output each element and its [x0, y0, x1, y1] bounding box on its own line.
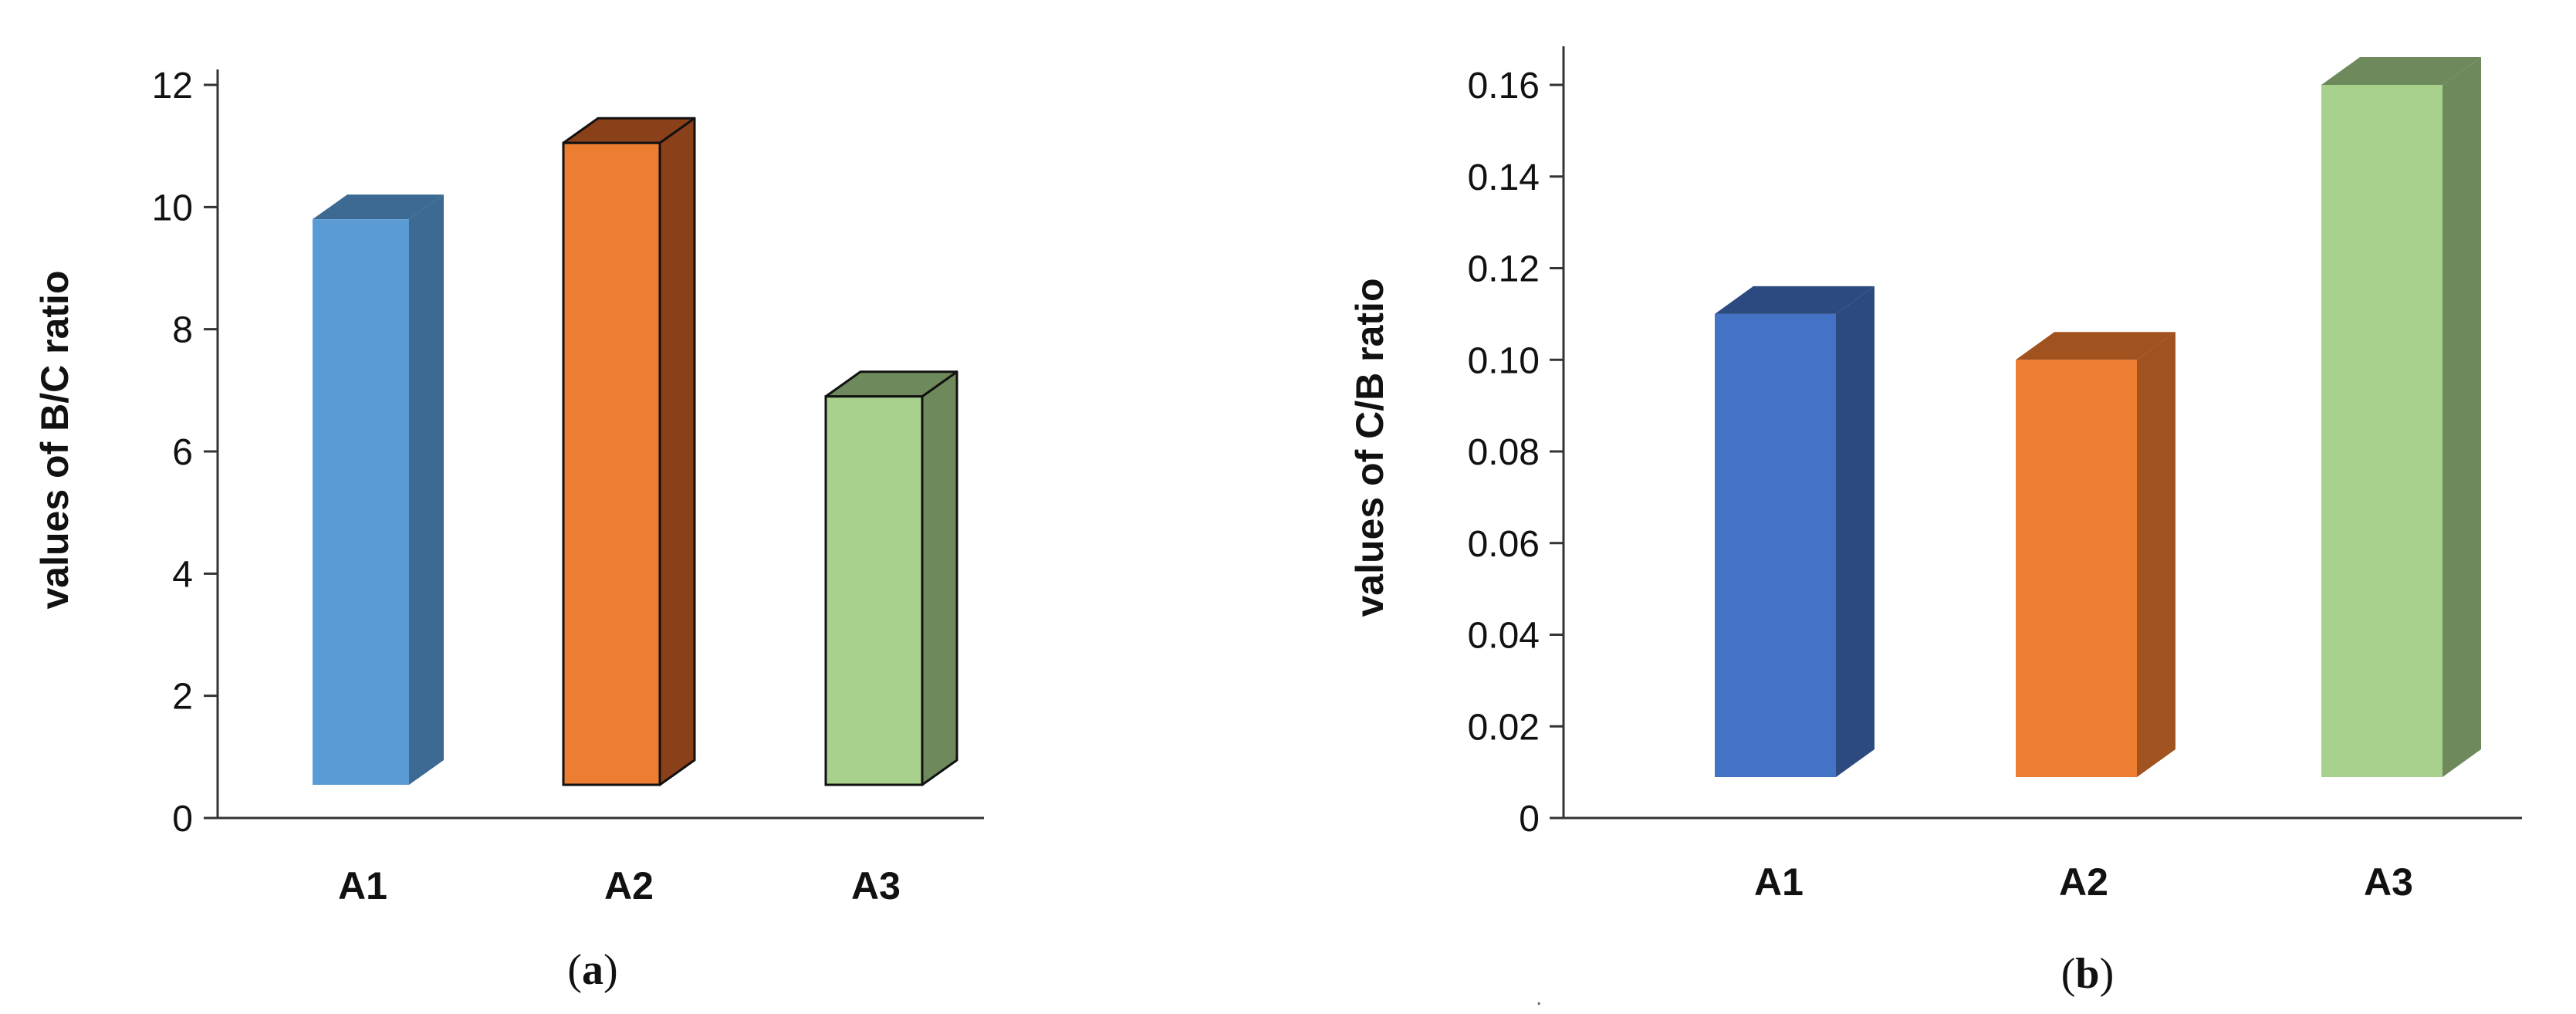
bar-front-face — [313, 219, 409, 786]
y-tick-label: 0.08 — [1468, 432, 1540, 473]
y-tick-label: 0.02 — [1468, 707, 1540, 748]
y-tick-label: 4 — [172, 554, 193, 595]
bar-top-face — [2016, 332, 2175, 360]
chart-a-ylabel: values of B/C ratio — [33, 271, 76, 610]
bar-A3 — [2321, 57, 2481, 777]
bar-top-face — [2321, 57, 2481, 85]
chart-b-ylabel: values of C/B ratio — [1348, 279, 1391, 617]
bar-front-face — [562, 141, 661, 786]
bar-A2 — [2016, 332, 2175, 777]
y-tick-label: 6 — [172, 432, 193, 473]
bar-front-face — [1715, 313, 1836, 777]
bar-top-face — [313, 194, 444, 220]
y-tick-label: 0.04 — [1468, 616, 1540, 657]
bar-side-face — [2137, 332, 2175, 777]
x-category-label: A1 — [338, 864, 387, 908]
y-tick-label: 0.10 — [1468, 340, 1540, 381]
x-category-label: A2 — [604, 864, 654, 908]
x-category-label: A1 — [1754, 860, 1804, 904]
x-category-label: A3 — [851, 864, 901, 908]
bar-side-face — [409, 194, 444, 785]
chart-b-caption: (b) — [2061, 950, 2114, 998]
y-tick-label: 8 — [172, 310, 193, 351]
y-tick-label: 0 — [1519, 799, 1540, 840]
y-tick-label: 0.16 — [1468, 66, 1540, 106]
y-tick-label: 12 — [152, 66, 193, 106]
bar-side-face — [921, 370, 958, 786]
chart-b: values of C/B ratio 0 0.02 0.04 0.06 0.08 0.1… — [1348, 46, 2522, 998]
bar-side-face — [658, 117, 696, 786]
bar-front-face — [824, 395, 924, 786]
bar-top-face — [1715, 286, 1875, 314]
x-category-label: A3 — [2364, 860, 2413, 904]
y-tick-label: 0 — [172, 799, 193, 840]
y-tick-label: 0.14 — [1468, 157, 1540, 198]
bar-A1 — [313, 194, 444, 786]
chart-a-caption: (a) — [567, 946, 617, 994]
bar-A1 — [1715, 286, 1875, 777]
chart-b-panel-label: b — [2075, 950, 2099, 998]
y-tick-label: 0.12 — [1468, 249, 1540, 290]
bar-A2 — [562, 117, 696, 786]
bar-front-face — [2016, 360, 2137, 777]
chart-a-panel-label: a — [582, 946, 603, 994]
x-category-label: A2 — [2059, 860, 2108, 904]
stray-dot: . — [1536, 985, 1542, 1010]
y-tick-label: 0.06 — [1468, 524, 1540, 565]
bar-A3 — [824, 370, 958, 786]
bar-side-face — [1836, 286, 1875, 777]
chart-a: values of B/C ratio 0 2 4 6 8 10 12 A1 A2 A3 (a) — [33, 66, 984, 994]
bar-side-face — [2442, 57, 2481, 777]
y-tick-label: 2 — [172, 677, 193, 718]
y-tick-label: 10 — [152, 188, 193, 228]
bar-front-face — [2321, 85, 2442, 777]
